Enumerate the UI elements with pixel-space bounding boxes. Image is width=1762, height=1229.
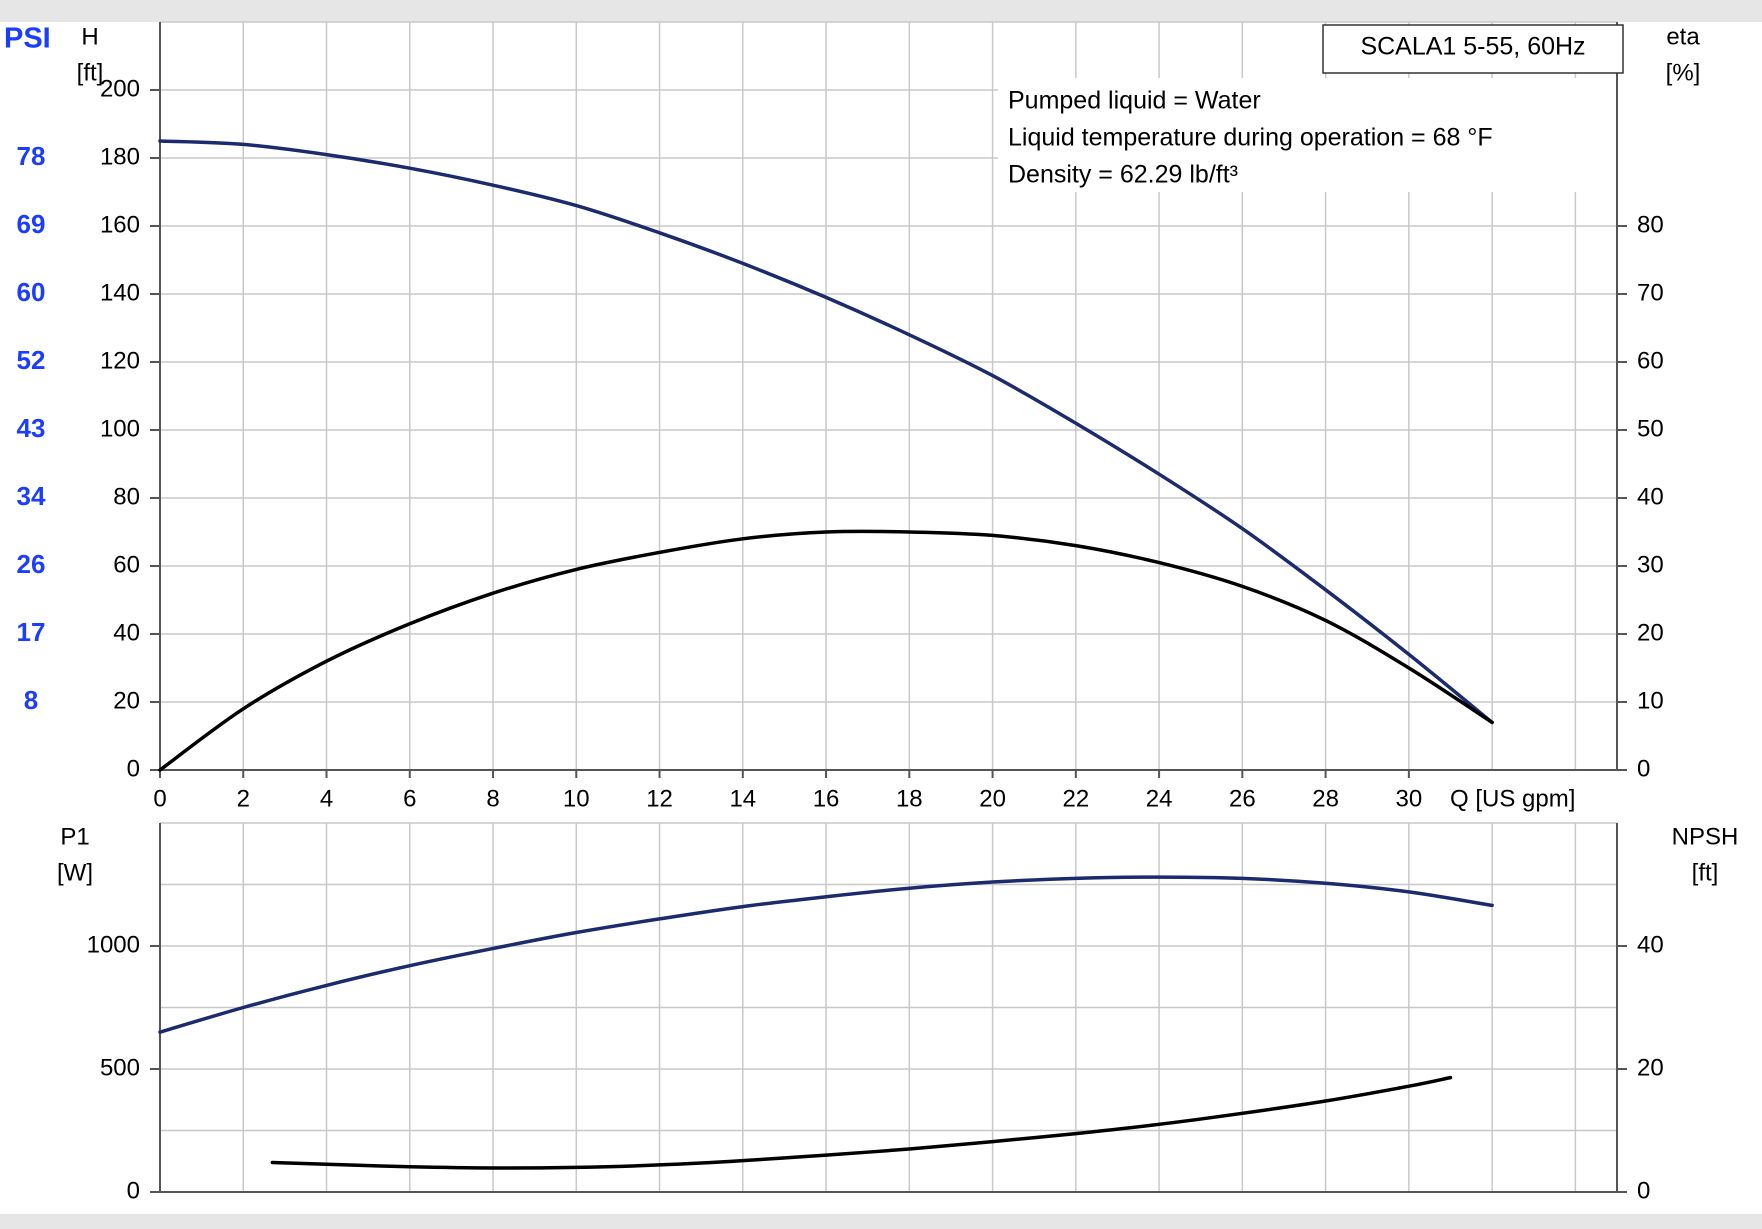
x-tick-label: 0: [153, 785, 166, 812]
npsh-axis-unit: [ft]: [1692, 859, 1719, 886]
axes: [159, 22, 1618, 1193]
power-curve: [158, 875, 1494, 1034]
npsh-tick-label: 0: [1637, 1177, 1650, 1204]
eta-tick-label: 70: [1637, 279, 1664, 306]
h-tick-label: 40: [113, 619, 140, 646]
psi-tick-label: 69: [17, 209, 46, 239]
title-frame: [1322, 24, 1624, 74]
annotation-background: [998, 78, 1616, 192]
x-tick-label: 30: [1396, 785, 1423, 812]
h-tick-label: 20: [113, 687, 140, 714]
annotation-line: Liquid temperature during operation = 68…: [1008, 124, 1493, 152]
x-tick-label: 16: [813, 785, 840, 812]
eta-tick-label: 80: [1637, 211, 1664, 238]
eta-tick-label: 30: [1637, 551, 1664, 578]
psi-tick-label: 26: [17, 549, 46, 579]
eta-tick-label: 20: [1637, 619, 1664, 646]
x-tick-label: 26: [1229, 785, 1256, 812]
x-tick-label: 4: [320, 785, 333, 812]
h-axis-unit: [ft]: [77, 59, 104, 86]
chart-background: [0, 22, 1762, 1214]
annotation-line: Density = 62.29 lb/ft³: [1008, 161, 1238, 189]
p1-tick-label: 500: [100, 1054, 140, 1081]
gridlines: [159, 21, 1617, 1192]
eta-axis-label: eta: [1666, 23, 1700, 50]
x-tick-label: 6: [403, 785, 416, 812]
x-tick-label: 8: [486, 785, 499, 812]
p1-tick-label: 1000: [87, 931, 140, 958]
h-tick-label: 60: [113, 551, 140, 578]
h-tick-label: 160: [100, 211, 140, 238]
chart-title-box: SCALA1 5-55, 60Hz: [1322, 24, 1624, 74]
x-tick-label: 24: [1146, 785, 1173, 812]
p1-axis-label: P1: [60, 823, 89, 850]
npsh-tick-label: 20: [1637, 1054, 1664, 1081]
annotation-line: Pumped liquid = Water: [1008, 87, 1261, 115]
h-tick-label: 200: [100, 75, 140, 102]
h-tick-label: 0: [127, 755, 140, 782]
x-axis-label: Q [US gpm]: [1450, 785, 1575, 812]
x-tick-label: 18: [896, 785, 923, 812]
npsh-axis-label: NPSH: [1672, 823, 1739, 850]
eta-tick-label: 40: [1637, 483, 1664, 510]
eta-tick-label: 60: [1637, 347, 1664, 374]
x-tick-label: 20: [979, 785, 1006, 812]
efficiency-curve: [158, 529, 1494, 772]
psi-axis-label: PSI: [4, 23, 51, 55]
x-tick-label: 10: [563, 785, 590, 812]
psi-tick-label: 52: [17, 345, 46, 375]
p1-axis-unit: [W]: [57, 859, 93, 886]
eta-axis-unit: [%]: [1666, 59, 1701, 86]
x-tick-label: 2: [237, 785, 250, 812]
psi-tick-label: 78: [17, 141, 46, 171]
psi-tick-label: 8: [24, 685, 38, 715]
npsh-tick-label: 40: [1637, 931, 1664, 958]
eta-tick-label: 10: [1637, 687, 1664, 714]
h-tick-label: 140: [100, 279, 140, 306]
h-tick-label: 120: [100, 347, 140, 374]
x-tick-label: 14: [729, 785, 756, 812]
p1-tick-label: 0: [127, 1177, 140, 1204]
psi-tick-label: 34: [17, 481, 46, 511]
npsh-curve: [270, 1075, 1453, 1170]
psi-tick-label: 17: [17, 617, 46, 647]
x-tick-label: 22: [1062, 785, 1089, 812]
h-tick-label: 100: [100, 415, 140, 442]
psi-tick-label: 60: [17, 277, 46, 307]
psi-tick-label: 43: [17, 413, 46, 443]
x-tick-label: 12: [646, 785, 673, 812]
eta-tick-label: 0: [1637, 755, 1650, 782]
eta-tick-label: 50: [1637, 415, 1664, 442]
annotation-box: Pumped liquid = Water Liquid temperature …: [998, 78, 1616, 192]
h-axis-label: H: [81, 23, 98, 50]
x-tick-label: 28: [1312, 785, 1339, 812]
h-tick-label: 80: [113, 483, 140, 510]
h-tick-label: 180: [100, 143, 140, 170]
chart-title: SCALA1 5-55, 60Hz: [1360, 33, 1585, 61]
head-curve: [158, 139, 1494, 725]
